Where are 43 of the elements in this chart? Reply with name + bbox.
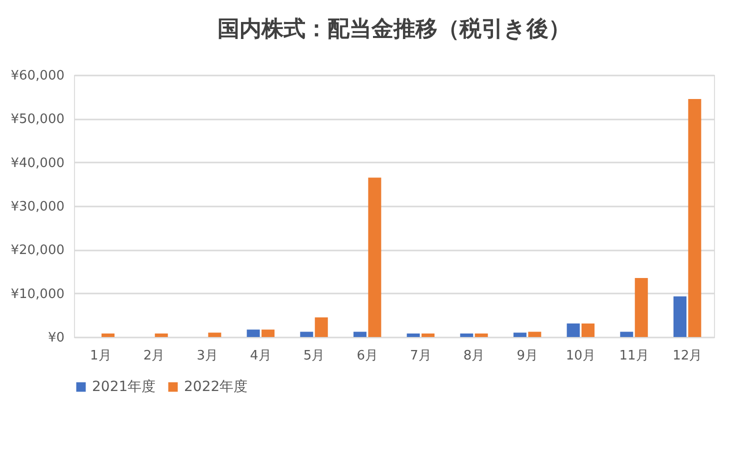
x-tick-label: 11月 <box>619 348 649 364</box>
y-tick-label: ¥10,000 <box>10 286 64 302</box>
bar <box>582 323 595 337</box>
bar <box>688 99 702 337</box>
bar <box>620 332 634 337</box>
bar <box>528 332 542 337</box>
bar <box>460 334 474 337</box>
bar <box>314 317 328 337</box>
bar <box>353 332 366 337</box>
bar <box>566 323 580 337</box>
bar <box>422 334 435 337</box>
x-tick-label: 12月 <box>672 348 702 364</box>
bar <box>300 332 314 337</box>
x-tick-label: 8月 <box>463 348 485 364</box>
x-tick-label: 10月 <box>566 348 596 364</box>
x-tick-label: 3月 <box>196 348 218 364</box>
chart-title: 国内株式：配当金推移（税引き後） <box>218 17 570 42</box>
bar <box>474 334 488 337</box>
bar <box>368 178 382 337</box>
y-tick-label: ¥60,000 <box>10 68 64 84</box>
x-tick-label: 4月 <box>250 348 272 364</box>
bar <box>102 334 115 337</box>
bar <box>634 278 648 337</box>
bar <box>154 334 168 337</box>
x-tick-label: 9月 <box>516 348 538 364</box>
x-tick-label: 6月 <box>356 348 378 364</box>
x-tick-label: 7月 <box>410 348 432 364</box>
bar <box>513 332 526 337</box>
bar <box>673 296 686 337</box>
y-tick-label: ¥30,000 <box>10 200 64 214</box>
y-tick-label: ¥20,000 <box>10 243 64 258</box>
x-tick-label: 2月 <box>143 348 165 364</box>
legend-label: 2022年度 <box>184 379 248 395</box>
y-tick-label: ¥40,000 <box>10 156 64 171</box>
x-tick-label: 1月 <box>90 348 112 364</box>
x-tick-label: 5月 <box>303 348 325 364</box>
bar <box>246 330 260 337</box>
bar <box>208 332 222 337</box>
y-tick-label: ¥0 <box>48 330 64 346</box>
y-tick-label: ¥50,000 <box>10 112 64 128</box>
bar <box>262 330 275 337</box>
bar <box>406 334 420 337</box>
legend-label: 2021年度 <box>92 379 156 395</box>
